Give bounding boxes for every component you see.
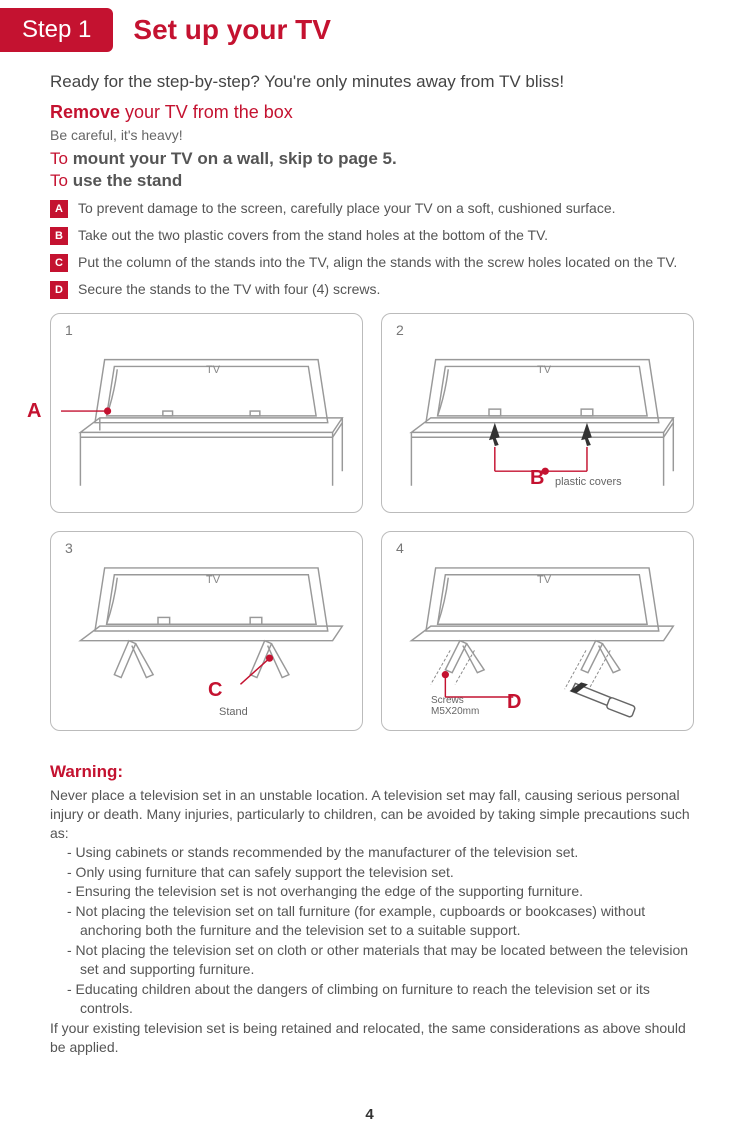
warning-title: Warning: <box>50 761 694 784</box>
precaution-3: - Ensuring the television set is not ove… <box>58 882 694 901</box>
step-letter-b: B <box>50 227 68 245</box>
stand-bold: use the stand <box>73 171 183 190</box>
precaution-4: - Not placing the television set on tall… <box>58 902 694 940</box>
step-letter-a: A <box>50 200 68 218</box>
remove-rest: your TV from the box <box>120 102 293 122</box>
plastic-covers-label: plastic covers <box>555 476 622 488</box>
tv-illustration-3 <box>61 542 352 720</box>
step-item-c: C Put the column of the stands into the … <box>50 253 694 272</box>
diagram-1: 1 A TV <box>50 313 363 513</box>
step-item-b: B Take out the two plastic covers from t… <box>50 226 694 245</box>
tv-illustration-1 <box>61 324 352 502</box>
callout-c: C <box>208 679 222 702</box>
step-letter-d: D <box>50 281 68 299</box>
step-text-c: Put the column of the stands into the TV… <box>78 253 677 271</box>
diagram-2-num: 2 <box>396 322 404 338</box>
remove-line: Remove your TV from the box <box>50 102 694 123</box>
diagram-1-num: 1 <box>65 322 73 338</box>
content-area: Ready for the step-by-step? You're only … <box>0 72 739 1056</box>
mount-bold: mount your TV on a wall, skip to page 5. <box>73 149 397 168</box>
step-badge: Step 1 <box>0 8 113 52</box>
precaution-5: - Not placing the television set on clot… <box>58 941 694 979</box>
remove-bold: Remove <box>50 102 120 122</box>
precaution-list: - Using cabinets or stands recommended b… <box>50 843 694 1018</box>
tv-label-3: TV <box>206 574 220 586</box>
callout-b: B <box>530 467 544 490</box>
mount-to: To <box>50 149 73 168</box>
stand-line: To use the stand <box>50 171 694 191</box>
warning-section: Warning: Never place a television set in… <box>50 761 694 1056</box>
tv-illustration-4 <box>392 542 683 720</box>
diagram-2: 2 TV B plastic covers <box>381 313 694 513</box>
tv-label-2: TV <box>537 364 551 376</box>
diagram-4-num: 4 <box>396 540 404 556</box>
page-number: 4 <box>365 1106 373 1123</box>
warning-intro: Never place a television set in an unsta… <box>50 786 694 843</box>
step-text-b: Take out the two plastic covers from the… <box>78 226 548 244</box>
callout-a: A <box>27 400 41 423</box>
step-text-a: To prevent damage to the screen, careful… <box>78 199 616 217</box>
precaution-1: - Using cabinets or stands recommended b… <box>58 843 694 862</box>
intro-text: Ready for the step-by-step? You're only … <box>50 72 694 92</box>
step-title: Set up your TV <box>133 14 331 46</box>
callout-d: D <box>507 691 521 714</box>
diagram-grid: 1 A TV <box>50 313 694 731</box>
diagram-3: 3 TV C Stand <box>50 531 363 731</box>
precaution-2: - Only using furniture that can safely s… <box>58 863 694 882</box>
warning-outro: If your existing television set is being… <box>50 1019 694 1057</box>
precaution-6: - Educating children about the dangers o… <box>58 980 694 1018</box>
diagram-3-num: 3 <box>65 540 73 556</box>
step-item-d: D Secure the stands to the TV with four … <box>50 280 694 299</box>
screws-label: Screws M5X20mm <box>431 695 479 717</box>
step-text-d: Secure the stands to the TV with four (4… <box>78 280 380 298</box>
mount-line: To mount your TV on a wall, skip to page… <box>50 149 694 169</box>
careful-text: Be careful, it's heavy! <box>50 127 694 143</box>
step-item-a: A To prevent damage to the screen, caref… <box>50 199 694 218</box>
stand-to: To <box>50 171 73 190</box>
stand-label: Stand <box>219 706 248 718</box>
diagram-4: 4 TV D Screws M5X20mm <box>381 531 694 731</box>
steps-list: A To prevent damage to the screen, caref… <box>50 199 694 299</box>
tv-label-4: TV <box>537 574 551 586</box>
step-header: Step 1 Set up your TV <box>0 0 739 52</box>
tv-label-1: TV <box>206 364 220 376</box>
step-letter-c: C <box>50 254 68 272</box>
